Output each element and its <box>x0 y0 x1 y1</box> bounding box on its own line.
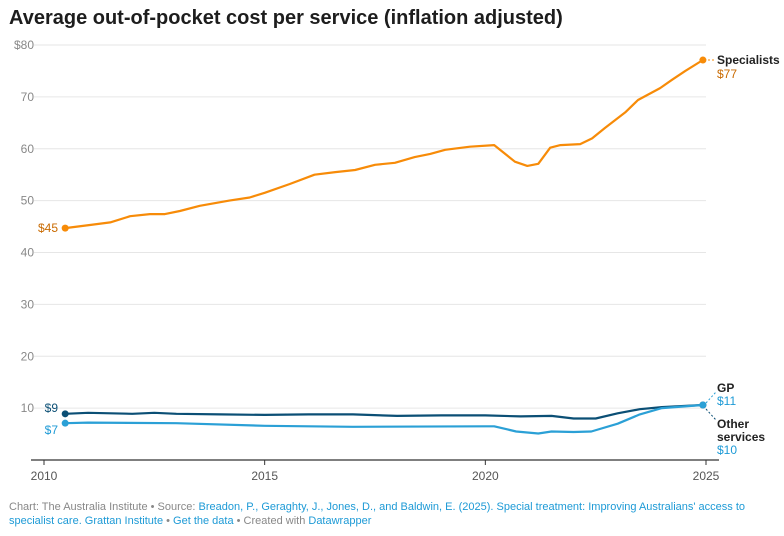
connector-line <box>705 408 717 421</box>
chart-title: Average out-of-pocket cost per service (… <box>9 7 563 29</box>
series-line-other-services <box>65 403 703 435</box>
x-tick-label: 2025 <box>693 469 720 483</box>
start-label: $7 <box>45 423 59 437</box>
end-point <box>699 401 707 409</box>
y-tick-label: 60 <box>21 142 35 156</box>
value-label: $10 <box>717 443 737 457</box>
x-tick-label: 2010 <box>31 469 58 483</box>
credit-text: Chart: The Australia Institute • Source: <box>9 501 199 513</box>
series-label: GP <box>717 381 734 395</box>
series-label: Specialists <box>717 53 780 67</box>
y-tick-label: 70 <box>21 90 35 104</box>
start-point <box>61 410 69 418</box>
chart-footer: Chart: The Australia Institute • Source:… <box>9 500 779 528</box>
series-line-gp <box>65 403 703 420</box>
x-tick-label: 2020 <box>472 469 499 483</box>
series-line-specialists <box>65 59 704 230</box>
created-with-text: • Created with <box>233 515 309 527</box>
y-tick-label: 20 <box>21 349 35 363</box>
y-tick-label: $80 <box>14 38 34 52</box>
datawrapper-link[interactable]: Datawrapper <box>308 515 372 527</box>
end-point <box>699 56 707 64</box>
line-chart: 10 20 30 40 50 60 70 $80 2010 2015 2020 2025 $45 $9 $7… <box>14 38 780 483</box>
y-tick-label: 40 <box>21 246 35 260</box>
start-point <box>61 419 69 427</box>
separator: • <box>163 515 174 527</box>
series-label: services <box>717 430 765 444</box>
start-point <box>61 224 69 232</box>
y-tick-label: 10 <box>21 401 35 415</box>
get-data-link[interactable]: Get the data <box>173 515 234 527</box>
x-tick-label: 2015 <box>251 469 278 483</box>
y-tick-label: 50 <box>21 194 35 208</box>
start-label: $9 <box>45 401 59 415</box>
start-label: $45 <box>38 221 58 235</box>
series-label: Other <box>717 417 749 431</box>
connector-line <box>705 391 717 404</box>
source-link[interactable]: Breadon, P., Geraghty, J., Jones, D., an… <box>9 501 746 527</box>
y-tick-label: 30 <box>21 297 35 311</box>
value-label: $77 <box>717 67 737 81</box>
value-label: $11 <box>717 394 736 408</box>
